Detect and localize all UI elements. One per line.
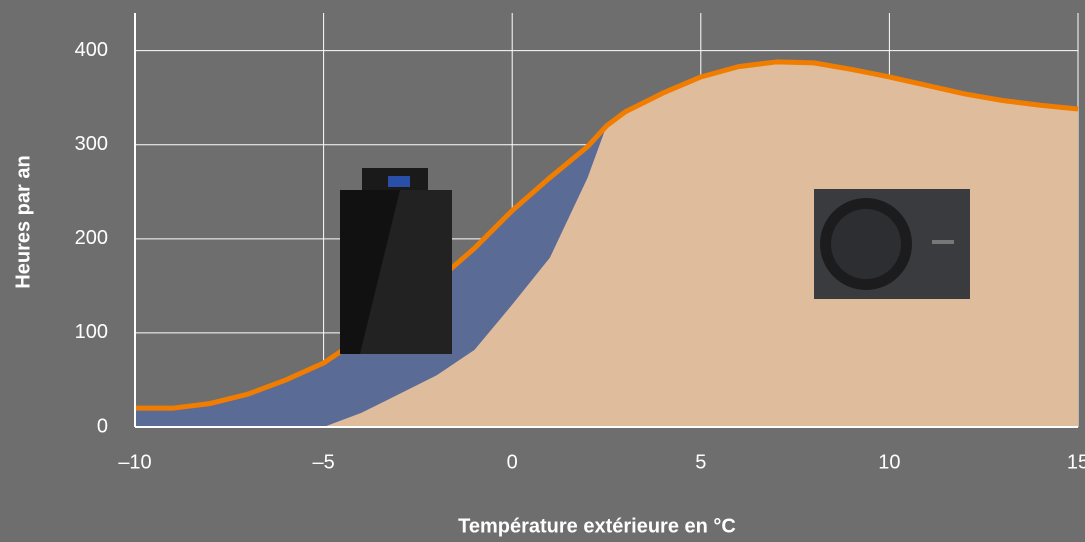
axes: 0 100 200 300 400 –10 –5 0 5 10 15 — [75, 13, 1085, 473]
y-tick-label: 100 — [75, 321, 108, 343]
y-tick-label: 300 — [75, 133, 108, 155]
boiler-image — [340, 168, 452, 354]
line — [135, 59, 1079, 411]
y-axis-title: Heures par an — [12, 155, 34, 288]
y-tick-label: 200 — [75, 227, 108, 249]
x-tick-label: –5 — [312, 451, 334, 473]
x-tick-label: 10 — [878, 451, 900, 473]
y-tick-label: 0 — [97, 415, 108, 437]
area — [135, 61, 1078, 427]
x-tick-label: 0 — [507, 451, 518, 473]
x-tick-label: –10 — [118, 451, 151, 473]
heat-pump-image — [814, 189, 970, 299]
x-tick-label: 15 — [1067, 451, 1085, 473]
x-tick-label: 5 — [695, 451, 706, 473]
y-tick-label: 400 — [75, 39, 108, 61]
x-axis-title: Température extérieure en °C — [458, 515, 736, 537]
